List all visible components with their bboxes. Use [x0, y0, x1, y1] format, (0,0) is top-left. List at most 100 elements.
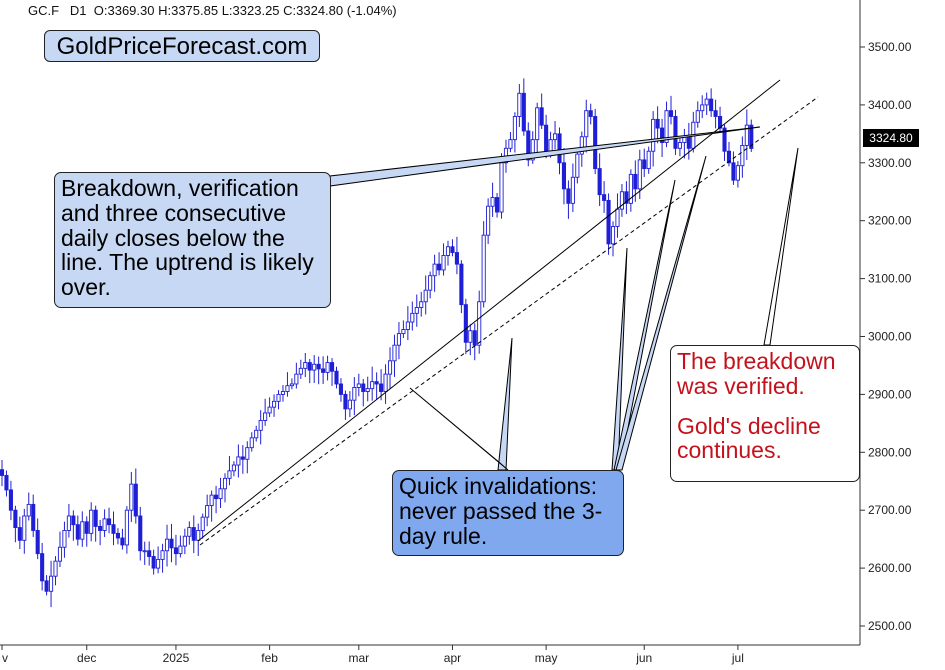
candle-body [66, 515, 71, 531]
candle-body [191, 527, 196, 541]
candle-body [561, 162, 567, 190]
candle-body [214, 494, 219, 500]
candle-body [98, 525, 103, 531]
candle-body [512, 116, 517, 141]
candle-body [477, 301, 482, 346]
candle-body [544, 124, 549, 152]
verified-line-1: The breakdown was verified. [677, 348, 836, 399]
candle-body [254, 429, 259, 439]
candle-body [218, 488, 223, 500]
y-tick-label: 2500.00 [868, 619, 912, 633]
candle-body [365, 388, 370, 392]
candle-body [615, 208, 620, 227]
candle-body [111, 524, 116, 534]
candle-body [459, 263, 464, 306]
candle-body [432, 263, 437, 277]
candle-body [633, 173, 638, 190]
candle-body [75, 524, 80, 540]
x-tick-label: mar [348, 651, 369, 665]
candle-body [526, 130, 531, 161]
candle-body [642, 159, 647, 170]
candle-body [93, 509, 98, 527]
candle-body [53, 560, 58, 577]
candle-body [222, 477, 228, 490]
candle-body [700, 104, 705, 112]
candle-body [463, 304, 468, 343]
symbol-label: GC.F [28, 3, 60, 18]
candle-body [84, 521, 89, 534]
candle-body [22, 515, 27, 541]
candle-body [133, 483, 138, 517]
candle-body [0, 469, 5, 476]
y-tick-label: 2600.00 [868, 561, 912, 575]
candle-body [169, 538, 174, 549]
candle-body [89, 509, 94, 534]
candle-body [374, 381, 379, 385]
candle-body [263, 412, 268, 421]
candle-body [454, 252, 459, 265]
x-tick-label: jul [731, 651, 744, 665]
candle-body [343, 393, 348, 410]
candle-body [726, 150, 732, 164]
brand-box: GoldPriceForecast.com [44, 30, 320, 62]
candle-body [668, 110, 674, 117]
candle-body [490, 197, 495, 207]
candle-body [481, 234, 486, 303]
timeframe-label: D1 [69, 3, 87, 18]
last-price-label: 3324.80 [863, 129, 919, 147]
candle-body [535, 107, 540, 141]
candle-body [423, 289, 428, 303]
candle-body [160, 550, 165, 560]
candle-body [71, 515, 76, 526]
candle-body [602, 194, 607, 201]
candle-body [370, 381, 375, 390]
invalidations-note: Quick invalidations: never passed the 3-… [392, 470, 624, 556]
candle-body [4, 475, 9, 491]
candle-body [557, 133, 562, 164]
candle-body [441, 254, 446, 271]
candle-body [472, 330, 477, 346]
ohlc-readout: O:3369.30 H:3375.85 L:3323.25 C:3324.80 … [93, 3, 397, 18]
candle-body [606, 199, 611, 245]
candle-body [151, 556, 156, 569]
candle-body [182, 535, 187, 547]
candle-body [35, 530, 40, 555]
candle-body [655, 118, 660, 129]
candle-body [597, 168, 602, 196]
candle-body [49, 575, 54, 592]
candle-body [316, 363, 321, 370]
candle-body [205, 505, 210, 518]
candle-body [187, 527, 192, 537]
candle-body [40, 553, 45, 582]
candle-body [610, 226, 616, 245]
candle-body [106, 518, 112, 526]
y-tick-label: 3200.00 [868, 214, 912, 228]
candle-body [13, 509, 18, 529]
candle-body [579, 136, 584, 155]
candle-body [285, 385, 290, 392]
x-tick-label: jun [635, 651, 652, 665]
candle-body [173, 547, 178, 555]
candle-body [383, 373, 388, 392]
candle-body [495, 197, 500, 213]
candle-body [120, 537, 125, 546]
candle-body [428, 275, 433, 291]
candle-body [660, 127, 665, 143]
breakdown-note: Breakdown, verification and three consec… [54, 172, 331, 308]
candle-body [236, 456, 241, 466]
verified-note: The breakdown was verified. Gold's decli… [670, 345, 860, 482]
candle-body [115, 532, 121, 539]
y-tick-label: 2800.00 [868, 445, 912, 459]
y-tick-label: 2900.00 [868, 387, 912, 401]
candle-body [44, 580, 49, 592]
candle-body [26, 503, 31, 517]
candle-body [414, 307, 419, 314]
y-tick-label: 3400.00 [868, 98, 912, 112]
candle-body [570, 176, 575, 204]
candle-body [530, 139, 535, 161]
candle-body [584, 110, 589, 138]
candle-body [280, 391, 286, 395]
candle-body [499, 162, 504, 213]
candle-body [405, 321, 410, 331]
